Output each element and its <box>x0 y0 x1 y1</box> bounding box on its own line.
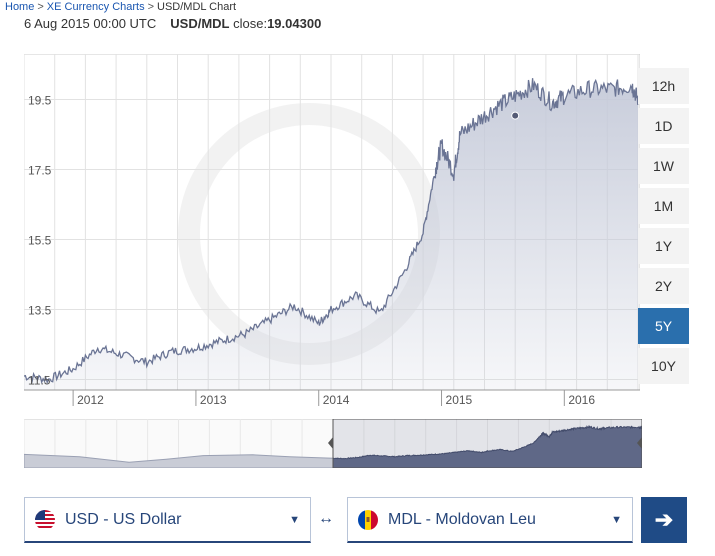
timestamp-label: 6 Aug 2015 00:00 UTC <box>24 16 157 31</box>
range-button-5y[interactable]: 5Y <box>638 308 689 344</box>
range-button-1w[interactable]: 1W <box>638 148 689 184</box>
to-currency-select[interactable]: MDL - Moldovan Leu ▼ <box>347 497 633 543</box>
range-button-2y[interactable]: 2Y <box>638 268 689 304</box>
go-button[interactable]: ➔ <box>641 497 687 543</box>
y-tick-label: 17.5 <box>28 164 52 178</box>
close-value: 19.04300 <box>267 16 322 31</box>
navigator-window[interactable] <box>332 418 643 469</box>
y-tick-label: 11.5 <box>28 374 51 388</box>
price-chart[interactable]: 11.5 13.5 15.5 17.5 19.5 2012 2013 2014 2015 2016 <box>24 54 640 407</box>
range-selector: 12h 1D 1W 1M 1Y 2Y 5Y 10Y <box>638 68 689 388</box>
range-button-1y[interactable]: 1Y <box>638 228 689 264</box>
x-tick-label: 2013 <box>200 393 227 407</box>
range-button-1d[interactable]: 1D <box>638 108 689 144</box>
to-currency-label: MDL - Moldovan Leu <box>388 510 536 528</box>
from-currency-select[interactable]: USD - US Dollar ▼ <box>24 497 311 543</box>
x-tick-label: 2012 <box>77 393 104 407</box>
navigator-handle-right[interactable] <box>637 437 642 449</box>
price-line[interactable] <box>24 78 639 385</box>
us-flag-icon <box>35 509 55 530</box>
navigator-handle-left[interactable] <box>328 437 333 449</box>
close-label: close: <box>233 16 268 31</box>
y-tick-label: 19.5 <box>28 94 52 108</box>
pair-label: USD/MDL <box>170 16 230 31</box>
x-tick-label: 2015 <box>446 393 473 407</box>
breadcrumb-separator: > <box>37 1 44 13</box>
arrow-right-icon: ➔ <box>654 507 674 532</box>
price-area <box>24 78 638 390</box>
x-tick-label: 2014 <box>323 393 350 407</box>
chart-plot[interactable]: 11.5 13.5 15.5 17.5 19.5 2012 2013 2014 2015 2016 <box>24 54 640 407</box>
md-flag-icon <box>358 509 378 530</box>
chevron-down-icon: ▼ <box>611 513 622 526</box>
y-tick-label: 13.5 <box>28 304 52 318</box>
range-button-10y[interactable]: 10Y <box>638 348 689 384</box>
chart-header: 6 Aug 2015 00:00 UTC USD/MDL close:19.043… <box>24 16 321 31</box>
chevron-down-icon: ▼ <box>289 513 300 526</box>
x-tick-label: 2016 <box>568 393 595 407</box>
breadcrumb-charts-link[interactable]: XE Currency Charts <box>46 1 145 13</box>
breadcrumb-separator: > <box>147 1 155 13</box>
y-tick-label: 15.5 <box>28 234 52 248</box>
chart-navigator[interactable] <box>23 418 643 469</box>
hover-marker <box>511 111 520 120</box>
breadcrumb-home-link[interactable]: Home <box>5 1 35 13</box>
swap-currencies-icon[interactable]: ↔ <box>318 510 334 527</box>
range-button-1m[interactable]: 1M <box>638 188 689 224</box>
breadcrumb: Home > XE Currency Charts > USD/MDL Chart <box>5 1 236 13</box>
navigator-selected-area <box>332 424 643 469</box>
navigator-plot[interactable] <box>23 418 643 469</box>
from-currency-label: USD - US Dollar <box>65 510 182 528</box>
breadcrumb-current: USD/MDL Chart <box>157 1 237 13</box>
range-button-12h[interactable]: 12h <box>638 68 689 104</box>
